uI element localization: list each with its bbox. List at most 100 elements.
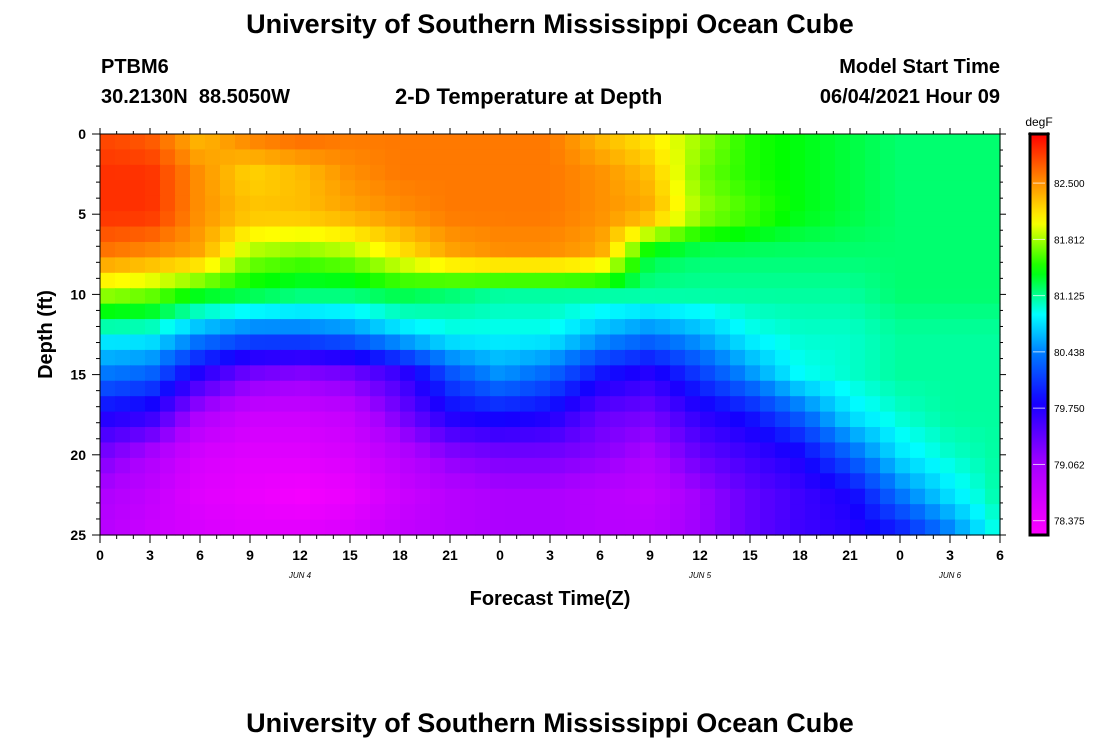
- heatmap-cell: [430, 411, 446, 428]
- heatmap-cell: [820, 365, 836, 382]
- heatmap-cell: [475, 365, 491, 382]
- heatmap-cell: [880, 288, 896, 305]
- heatmap-cell: [415, 288, 431, 305]
- heatmap-cell: [805, 504, 821, 521]
- heatmap-cell: [550, 442, 566, 459]
- heatmap-cell: [955, 365, 971, 382]
- heatmap-cell: [655, 380, 671, 397]
- heatmap-cell: [445, 288, 461, 305]
- heatmap-cell: [805, 180, 821, 197]
- heatmap-cell: [940, 380, 956, 397]
- heatmap-cell: [145, 272, 161, 289]
- heatmap-cell: [805, 303, 821, 320]
- heatmap-cell: [385, 473, 401, 490]
- x-tick-label: 6: [996, 547, 1004, 563]
- heatmap-cell: [430, 180, 446, 197]
- heatmap-cell: [460, 303, 476, 320]
- heatmap-cell: [670, 319, 686, 336]
- heatmap-cell: [430, 241, 446, 258]
- heatmap-cell: [190, 411, 206, 428]
- heatmap-cell: [700, 365, 716, 382]
- heatmap-cell: [730, 457, 746, 474]
- heatmap-cell: [175, 504, 191, 521]
- heatmap-cell: [955, 134, 971, 151]
- heatmap-cell: [775, 473, 791, 490]
- heatmap-cell: [805, 349, 821, 366]
- heatmap-cell: [625, 365, 641, 382]
- heatmap-cell: [655, 442, 671, 459]
- heatmap-cell: [220, 180, 236, 197]
- heatmap-cell: [400, 365, 416, 382]
- heatmap-cell: [295, 134, 311, 151]
- heatmap-cell: [550, 272, 566, 289]
- heatmap-cell: [745, 519, 761, 536]
- heatmap-cell: [520, 457, 536, 474]
- heatmap-cell: [850, 427, 866, 444]
- heatmap-cell: [805, 134, 821, 151]
- heatmap-cell: [355, 241, 371, 258]
- heatmap-cell: [235, 396, 251, 413]
- heatmap-cell: [235, 349, 251, 366]
- heatmap-cell: [685, 257, 701, 274]
- heatmap-cell: [700, 288, 716, 305]
- heatmap-cell: [265, 226, 281, 243]
- heatmap-cell: [295, 334, 311, 351]
- heatmap-cell: [655, 473, 671, 490]
- heatmap-cell: [310, 134, 326, 151]
- heatmap-cell: [910, 473, 926, 490]
- heatmap-cell: [460, 226, 476, 243]
- heatmap-cell: [700, 349, 716, 366]
- heatmap-cell: [400, 396, 416, 413]
- heatmap-cell: [325, 519, 341, 536]
- heatmap-cell: [925, 195, 941, 212]
- heatmap-cell: [160, 134, 176, 151]
- heatmap-cell: [670, 504, 686, 521]
- heatmap-cell: [505, 134, 521, 151]
- heatmap-cell: [430, 303, 446, 320]
- heatmap-cell: [730, 288, 746, 305]
- heatmap-cell: [355, 180, 371, 197]
- heatmap-cell: [400, 303, 416, 320]
- heatmap-cell: [895, 303, 911, 320]
- heatmap-cell: [415, 457, 431, 474]
- heatmap-cell: [910, 334, 926, 351]
- heatmap-cell: [610, 427, 626, 444]
- heatmap-cell: [970, 257, 986, 274]
- heatmap-cell: [520, 488, 536, 505]
- heatmap-cell: [130, 365, 146, 382]
- heatmap-cell: [940, 164, 956, 181]
- heatmap-cell: [295, 241, 311, 258]
- heatmap-cell: [415, 257, 431, 274]
- heatmap-cell: [940, 134, 956, 151]
- heatmap-cell: [745, 473, 761, 490]
- heatmap-cell: [130, 257, 146, 274]
- heatmap-cell: [475, 195, 491, 212]
- heatmap-cell: [835, 241, 851, 258]
- heatmap-cell: [970, 241, 986, 258]
- colorbar-tick-label: 79.062: [1054, 460, 1085, 471]
- heatmap-cell: [955, 180, 971, 197]
- heatmap-cell: [700, 303, 716, 320]
- heatmap-cell: [160, 411, 176, 428]
- heatmap-cell: [595, 134, 611, 151]
- heatmap-cell: [820, 149, 836, 166]
- heatmap-cell: [220, 442, 236, 459]
- heatmap-cell: [700, 519, 716, 536]
- heatmap-cell: [490, 288, 506, 305]
- heatmap-cell: [490, 349, 506, 366]
- heatmap-cell: [580, 272, 596, 289]
- heatmap-cell: [940, 319, 956, 336]
- x-tick-label: 3: [146, 547, 154, 563]
- heatmap-cell: [490, 164, 506, 181]
- heatmap-cell: [580, 380, 596, 397]
- heatmap-cell: [145, 149, 161, 166]
- heatmap-cell: [235, 380, 251, 397]
- heatmap-cell: [340, 241, 356, 258]
- heatmap-cell: [160, 427, 176, 444]
- heatmap-cell: [370, 257, 386, 274]
- heatmap-cell: [325, 211, 341, 228]
- heatmap-cell: [655, 365, 671, 382]
- heatmap-cell: [220, 457, 236, 474]
- heatmap-cell: [355, 195, 371, 212]
- heatmap-cell: [685, 164, 701, 181]
